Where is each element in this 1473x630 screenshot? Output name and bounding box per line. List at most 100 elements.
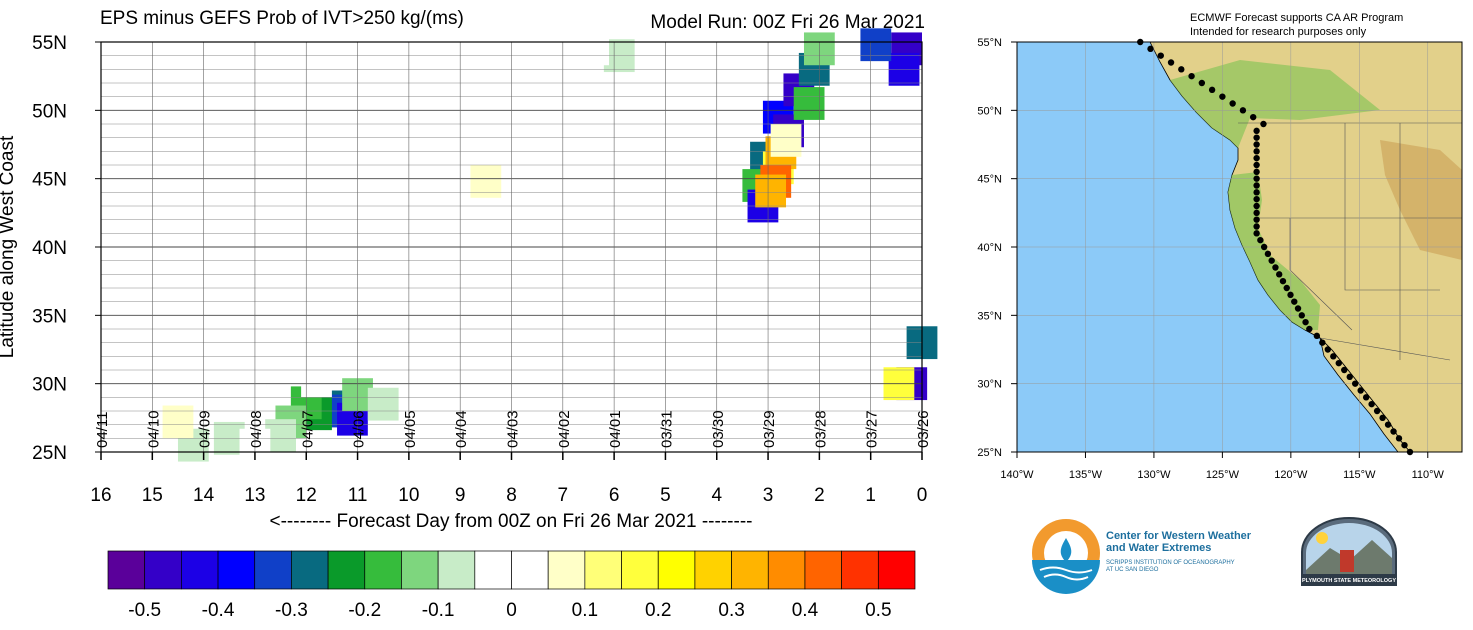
colorbar (107, 550, 916, 590)
colorbar-swatch (181, 550, 219, 590)
x-axis-label: <-------- Forecast Day from 00Z on Fri 2… (270, 511, 753, 532)
heatmap-cell (770, 124, 802, 157)
coast-point (1298, 312, 1306, 319)
x-tick-label: 9 (455, 485, 466, 506)
colorbar-swatch (291, 550, 329, 590)
coast-point (1373, 407, 1381, 415)
coast-point (1147, 45, 1154, 53)
colorbar-tick-label: 0.2 (645, 600, 671, 621)
date-label: 03/29 (761, 410, 778, 448)
colorbar-swatch (694, 550, 732, 590)
x-tick-label: 12 (296, 485, 317, 506)
colorbar-swatch (254, 550, 292, 590)
y-tick-label: 35N (32, 306, 67, 327)
date-label: 03/30 (710, 410, 727, 448)
x-tick-label: 5 (660, 485, 671, 506)
coast-point (1294, 305, 1302, 312)
coast-point (1287, 291, 1294, 299)
colorbar-swatch (841, 550, 879, 590)
x-tick-label: 11 (348, 485, 368, 506)
map-grid (1017, 42, 1462, 452)
coast-point (1401, 441, 1408, 449)
coast-point (1253, 127, 1260, 135)
coast-point (1253, 230, 1260, 237)
cw3e-logo-name: Center for Western Weather and Water Ext… (1106, 530, 1252, 554)
map-lon-label: 115°W (1343, 469, 1376, 481)
coast-point (1330, 353, 1337, 360)
coast-point (1283, 284, 1290, 292)
heatmap-cell (162, 405, 194, 439)
colorbar-swatch (657, 550, 696, 590)
y-tick-label: 25N (32, 443, 67, 464)
coast-point (1260, 120, 1267, 128)
colorbar-swatch (107, 550, 146, 590)
y-tick-label: 50N (32, 101, 67, 122)
map-lat-label: 45°N (977, 174, 1002, 186)
coast-point (1357, 387, 1364, 394)
colorbar-swatch (547, 550, 586, 590)
coast-point (1253, 168, 1260, 176)
coast-point (1390, 428, 1397, 435)
coast-point (1253, 202, 1260, 210)
map-lat-label: 55°N (977, 37, 1002, 49)
colorbar-tick-label: 0.5 (865, 600, 891, 621)
heatmap-cells (147, 28, 938, 462)
map-lon-label: 130°W (1137, 469, 1171, 481)
heatmap-cell (301, 364, 332, 398)
coast-point (1253, 161, 1260, 169)
coast-point (1306, 325, 1313, 333)
coast-point (1257, 236, 1264, 244)
coast-point (1264, 250, 1272, 258)
colorbar-tick-label: 0.1 (572, 600, 598, 621)
coast-point (1219, 93, 1226, 100)
coast-point (1395, 435, 1403, 442)
x-tick-label: 7 (558, 485, 569, 506)
date-labels: 04/11 04/10 04/09 04/08 04/07 04/06 04/05 04/04… (94, 410, 932, 448)
map-mountains-coastal (1228, 172, 1320, 330)
date-label: 04/07 (299, 410, 316, 448)
coast-point (1379, 414, 1386, 422)
map-lat-label: 40°N (977, 242, 1002, 254)
heatmap-cell (470, 165, 502, 198)
coast-point (1335, 359, 1342, 367)
colorbar-swatch (877, 550, 916, 590)
date-label: 04/11 (94, 412, 111, 448)
date-label: 03/31 (658, 410, 675, 448)
coast-point (1341, 366, 1348, 374)
date-label: 04/04 (453, 410, 470, 448)
date-label: 04/03 (505, 410, 522, 448)
date-label: 04/09 (197, 410, 214, 448)
x-tick-label: 10 (398, 485, 419, 506)
map-lon-label: 110°W (1412, 469, 1445, 481)
coast-point (1188, 72, 1195, 80)
heatmap-cell (326, 248, 358, 282)
colorbar-tick-labels: -0.5 -0.4 -0.3 -0.2 -0.1 0 0.1 0.2 0.3 0.4 0.5 (128, 600, 891, 621)
heatmap-cell (506, 155, 538, 189)
heatmap-cell (578, 32, 609, 66)
coast-point (1229, 100, 1236, 107)
date-label: 04/02 (556, 410, 573, 448)
coast-point (1279, 277, 1287, 285)
y-axis-label: Latitude along West Coast (0, 135, 18, 358)
coast-points (1137, 38, 1414, 456)
coast-point (1253, 182, 1260, 189)
date-label: 03/26 (915, 410, 932, 448)
map-lat-label: 50°N (977, 105, 1002, 117)
coast-point (1239, 107, 1247, 114)
colorbar-swatch (584, 550, 622, 590)
heatmap-cell (860, 28, 892, 62)
colorbar-swatch (144, 550, 182, 590)
cw3e-logo-subtitle: SCRIPPS INSTITUTION OF OCEANOGRAPHY AT U… (1106, 560, 1235, 573)
coast-point (1178, 66, 1185, 73)
psu-logo-text: PLYMOUTH STATE METEOROLOGY (1302, 578, 1396, 584)
date-label: 03/27 (864, 410, 881, 448)
coast-point (1291, 298, 1298, 305)
coast-point (1253, 141, 1260, 148)
date-label: 04/05 (402, 410, 419, 448)
coast-point (1253, 209, 1260, 217)
date-label: 04/01 (607, 410, 624, 448)
map-lon-label: 140°W (1000, 469, 1034, 481)
y-tick-label: 45N (32, 170, 67, 191)
y-tick-label: 55N (32, 33, 67, 54)
y-tick-label: 40N (32, 238, 67, 259)
